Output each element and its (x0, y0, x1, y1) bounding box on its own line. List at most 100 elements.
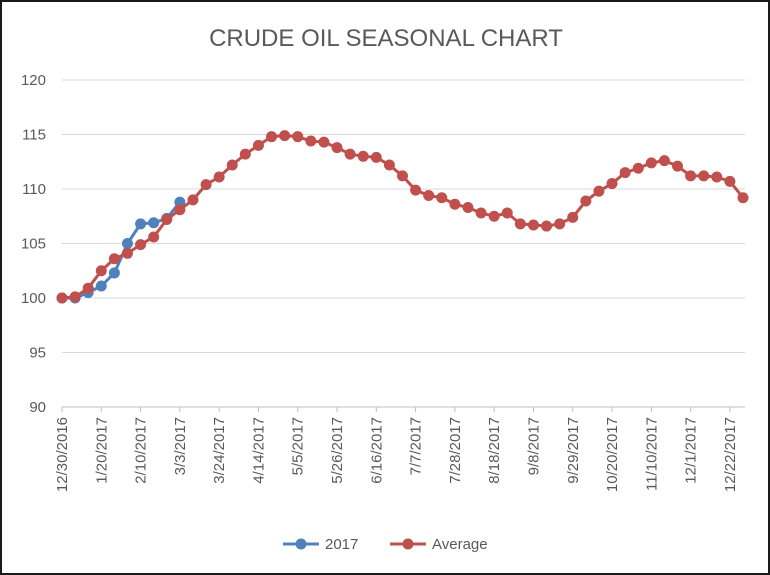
data-point (226, 159, 238, 171)
x-tick-label: 3/3/2017 (172, 417, 189, 475)
data-point (135, 239, 147, 251)
legend-label: 2017 (325, 536, 358, 553)
data-point (397, 170, 408, 182)
data-point (161, 214, 173, 226)
legend-marker (295, 538, 307, 550)
data-point (501, 207, 513, 219)
data-point (475, 207, 487, 219)
data-point (527, 219, 539, 231)
data-point (135, 218, 147, 230)
data-point (292, 131, 304, 143)
x-tick-label: 9/8/2017 (525, 417, 542, 475)
series-layer (56, 130, 749, 304)
data-point (410, 184, 422, 196)
data-point (658, 155, 670, 167)
data-point (213, 171, 225, 183)
x-tick-label: 6/16/2017 (368, 417, 385, 484)
data-point (436, 192, 448, 204)
x-tick-label: 9/29/2017 (565, 417, 582, 484)
data-point (383, 159, 395, 171)
data-point (423, 190, 435, 202)
data-point (619, 167, 631, 179)
data-point (279, 130, 291, 142)
data-point (82, 282, 94, 294)
legend-label: Average (432, 536, 488, 553)
data-point (724, 175, 736, 187)
data-point (121, 247, 133, 259)
data-point (580, 195, 592, 207)
data-point (331, 142, 343, 154)
x-tick-label: 12/1/2017 (683, 417, 700, 484)
data-point (305, 135, 317, 147)
data-point (645, 157, 657, 169)
data-point (514, 218, 526, 230)
data-point (200, 179, 212, 191)
data-point (108, 253, 120, 265)
data-point (187, 194, 199, 206)
data-point (685, 170, 697, 182)
y-tick-label: 105 (21, 236, 46, 253)
data-point (174, 196, 186, 208)
data-point (488, 210, 500, 222)
data-point (711, 171, 723, 183)
data-point (252, 139, 264, 151)
x-tick-label: 7/7/2017 (408, 417, 425, 475)
x-tick-label: 12/30/2016 (54, 417, 71, 492)
data-point (266, 131, 278, 143)
x-tick-label: 4/14/2017 (250, 417, 267, 484)
data-point (174, 204, 186, 216)
legend: 2017 Average (283, 536, 488, 553)
x-tick-label: 5/26/2017 (329, 417, 346, 484)
gridlines (62, 79, 745, 353)
data-point (239, 148, 251, 160)
data-point (148, 231, 160, 243)
data-point (121, 238, 133, 249)
y-tick-label: 100 (21, 290, 46, 307)
data-point (56, 292, 68, 304)
x-tick-label: 10/20/2017 (604, 417, 621, 492)
data-point (357, 150, 369, 162)
data-point (95, 280, 107, 292)
y-tick-label: 120 (21, 72, 46, 89)
data-point (737, 192, 749, 204)
data-point (148, 217, 160, 229)
x-tick-label: 11/10/2017 (643, 417, 660, 491)
y-tick-label: 90 (29, 399, 46, 416)
y-tick-label: 110 (22, 181, 46, 198)
data-point (69, 291, 81, 303)
data-point (449, 198, 461, 210)
data-point (606, 178, 618, 190)
data-point (318, 136, 330, 148)
x-tick-label: 3/24/2017 (211, 417, 228, 484)
legend-marker (402, 538, 414, 550)
data-point (370, 151, 382, 163)
axes: 90 95 100 105 110 115 120 12/30/2016 1/20/2017 2/… (21, 72, 745, 492)
chart-title: CRUDE OIL SEASONAL CHART (209, 25, 563, 52)
data-point (632, 162, 644, 174)
legend-item: 2017 (283, 536, 358, 553)
series-2017 (56, 196, 186, 304)
data-point (672, 160, 684, 172)
x-tick-label: 5/5/2017 (290, 417, 307, 475)
data-point (108, 267, 120, 279)
data-point (593, 185, 605, 197)
x-tick-label: 2/10/2017 (133, 417, 150, 484)
data-point (462, 202, 474, 214)
data-point (344, 148, 356, 160)
y-tick-label: 95 (29, 345, 46, 362)
data-point (541, 220, 553, 232)
series-average (56, 130, 749, 304)
x-tick-label: 12/22/2017 (722, 417, 739, 492)
legend-item: Average (390, 536, 488, 553)
x-tick-label: 7/28/2017 (447, 417, 464, 484)
y-tick-label: 115 (22, 127, 46, 144)
data-point (698, 170, 710, 182)
x-tick-label: 8/18/2017 (486, 417, 503, 484)
data-point (95, 265, 107, 277)
x-tick-label: 1/20/2017 (93, 417, 110, 484)
data-point (554, 218, 566, 230)
data-point (567, 211, 579, 223)
series-line (62, 201, 182, 300)
